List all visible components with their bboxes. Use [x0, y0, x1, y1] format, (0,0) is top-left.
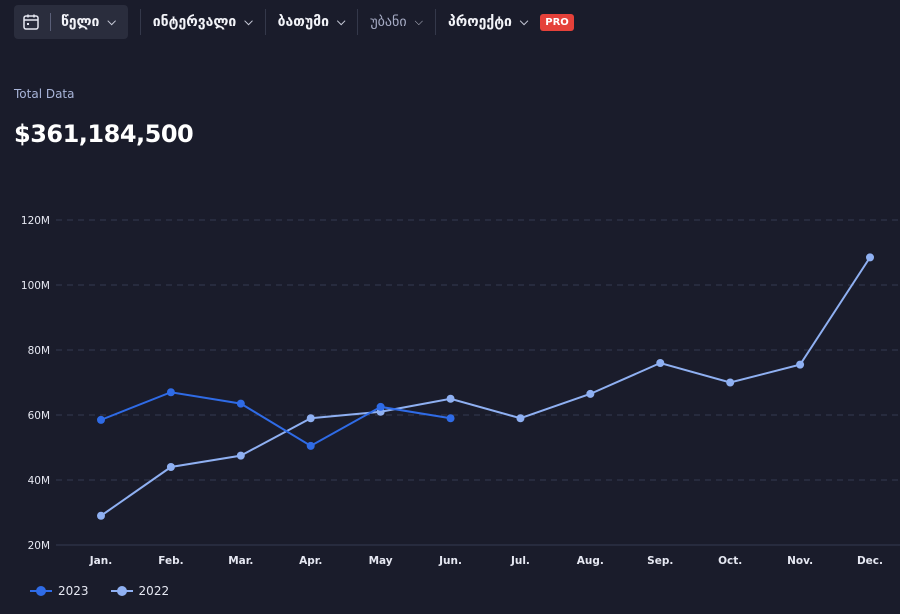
- x-tick-label: Sep.: [647, 555, 673, 567]
- legend-label-2023: 2023: [58, 584, 89, 598]
- total-data-label: Total Data: [14, 87, 75, 101]
- y-tick-label: 20M: [28, 540, 50, 552]
- x-tick-label: Aug.: [577, 555, 604, 567]
- y-tick-label: 100M: [21, 280, 50, 292]
- x-tick-label: Jul.: [510, 555, 530, 567]
- legend-label-2022: 2022: [138, 584, 170, 598]
- data-point-2023: [306, 441, 315, 450]
- toolbar-divider: [434, 9, 436, 35]
- x-tick-label: Apr.: [299, 555, 322, 567]
- data-point-2022: [446, 394, 455, 403]
- data-point-2022: [656, 359, 665, 367]
- data-point-2022: [516, 414, 525, 423]
- x-tick-label: Nov.: [787, 555, 813, 567]
- data-point-2023: [166, 388, 175, 397]
- y-tick-label: 60M: [28, 410, 50, 422]
- data-point-2023: [236, 399, 245, 408]
- total-data-value: $361,184,500: [14, 120, 194, 148]
- year-filter-divider: [50, 13, 51, 31]
- filter-toolbar: წელი ⌵ ინტერვალი ⌵ ბათუმი ⌵ უბანი ⌵ პროე…: [0, 0, 900, 44]
- calendar-icon: [23, 14, 39, 30]
- data-point-2022: [166, 463, 175, 471]
- chevron-down-icon: ⌵: [244, 15, 253, 28]
- pro-badge: PRO: [540, 13, 574, 31]
- year-filter-label: წელი: [61, 14, 100, 30]
- data-point-2022: [236, 451, 245, 460]
- data-point-2022: [97, 511, 105, 520]
- chevron-down-icon: ⌵: [414, 15, 423, 28]
- project-filter-label: პროექტი: [447, 14, 512, 30]
- x-tick-label: Jun.: [438, 555, 462, 567]
- chevron-down-icon: ⌵: [107, 15, 116, 28]
- interval-filter-label: ინტერვალი: [152, 14, 237, 30]
- legend-swatch-2023: [30, 585, 52, 597]
- y-tick-label: 120M: [21, 215, 50, 227]
- chevron-down-icon: ⌵: [519, 15, 529, 28]
- project-filter[interactable]: პროექტი ⌵: [448, 5, 528, 39]
- y-tick-label: 40M: [28, 475, 50, 487]
- series-line-2023: [100, 391, 451, 448]
- line-chart: 20M 40M 60M 80M 100M 120M Jan. Feb. Mar. Apr. May J…: [21, 215, 900, 567]
- x-tick-label: Oct.: [718, 555, 742, 567]
- legend-item-2022[interactable]: 2022: [110, 584, 170, 598]
- data-point-2022: [866, 253, 874, 262]
- legend-swatch-2022: [110, 585, 133, 597]
- city-filter[interactable]: ბათუმი ⌵: [278, 5, 346, 39]
- interval-filter[interactable]: ინტერვალი ⌵: [153, 5, 253, 39]
- y-tick-label: 80M: [28, 345, 50, 357]
- x-tick-label: Feb.: [158, 555, 183, 567]
- district-filter[interactable]: უბანი ⌵: [370, 5, 423, 39]
- data-point-2022: [796, 360, 805, 369]
- year-filter[interactable]: წელი ⌵: [14, 5, 128, 39]
- data-point-2023: [97, 415, 105, 424]
- district-filter-label: უბანი: [370, 14, 407, 30]
- data-point-2022: [726, 378, 735, 387]
- data-point-2023: [376, 402, 385, 411]
- toolbar-divider: [139, 9, 141, 35]
- toolbar-divider: [264, 9, 266, 35]
- x-tick-label: Mar.: [228, 555, 253, 567]
- x-tick-label: Dec.: [857, 555, 883, 567]
- x-tick-label: May: [369, 555, 393, 567]
- data-point-2023: [446, 414, 455, 423]
- series-line-2022: [100, 256, 871, 517]
- toolbar-divider: [357, 9, 359, 35]
- chevron-down-icon: ⌵: [337, 15, 346, 28]
- city-filter-label: ბათუმი: [277, 14, 330, 30]
- x-tick-label: Jan.: [89, 555, 112, 567]
- data-point-2022: [306, 414, 315, 423]
- legend-item-2023[interactable]: 2023: [30, 584, 89, 598]
- data-point-2022: [586, 389, 595, 398]
- chart-legend: 2023 2022: [30, 584, 191, 598]
